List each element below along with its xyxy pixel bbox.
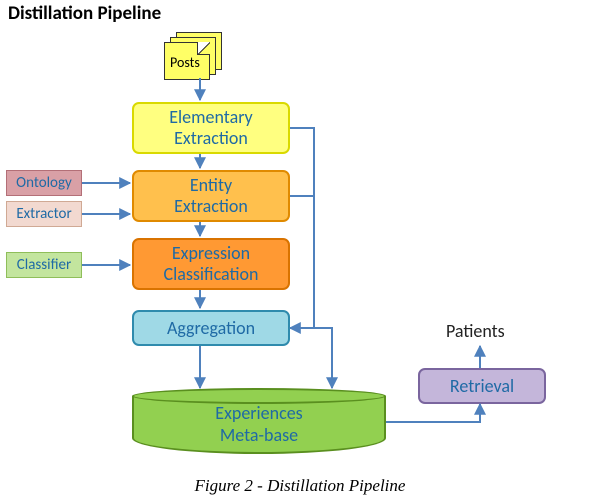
classifier-node: Classifier	[6, 252, 82, 278]
elementary-extraction-node: ElementaryExtraction	[132, 102, 290, 154]
patients-label: Patients	[446, 320, 505, 342]
expression-classification-node: ExpressionClassification	[132, 238, 290, 290]
metabase-label: ExperiencesMeta-base	[215, 402, 302, 446]
elementary-label: ElementaryExtraction	[169, 107, 252, 148]
retrieval-node: Retrieval	[418, 368, 546, 404]
posts-label: Posts	[170, 54, 200, 71]
classifier-label: Classifier	[17, 256, 71, 274]
entity-extraction-node: EntityExtraction	[132, 170, 290, 222]
extractor-label: Extractor	[16, 205, 71, 223]
entity-label: EntityExtraction	[174, 175, 248, 216]
ontology-node: Ontology	[6, 170, 82, 196]
expression-label: ExpressionClassification	[164, 243, 259, 284]
posts-node: Posts	[164, 32, 228, 82]
ontology-label: Ontology	[16, 174, 72, 192]
extractor-node: Extractor	[6, 201, 82, 227]
aggregation-label: Aggregation	[167, 318, 255, 339]
retrieval-label: Retrieval	[450, 376, 514, 397]
aggregation-node: Aggregation	[132, 310, 290, 346]
figure-caption: Figure 2 - Distillation Pipeline	[0, 476, 600, 496]
page-title: Distillation Pipeline	[8, 2, 161, 25]
metabase-node: ExperiencesMeta-base	[132, 396, 386, 454]
